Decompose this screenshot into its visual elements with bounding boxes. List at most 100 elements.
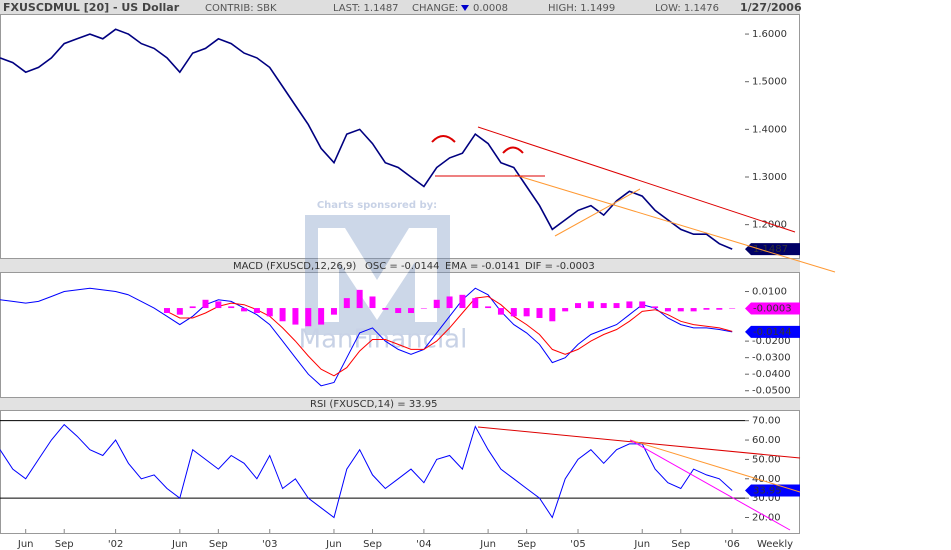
quote-date: 1/27/2006 [740, 1, 802, 14]
shoulder-arc [431, 135, 456, 143]
histogram-bar [408, 308, 415, 314]
watermark-m [318, 228, 437, 322]
histogram-bar [382, 308, 389, 310]
histogram-bar [575, 303, 582, 309]
header-band [0, 0, 800, 14]
plots: Jun Sep '02 Jun Sep '03 Jun Sep '04 Jun Sep '05 Jun S… [0, 28, 800, 550]
histogram-bar [639, 301, 646, 309]
series-line [0, 287, 733, 387]
histogram-bar [626, 301, 633, 309]
y-tick-label: 0.0100 [752, 287, 787, 298]
histogram-bar [292, 308, 299, 325]
watermark-caption: Charts sponsored by: [317, 200, 437, 211]
x-tick-label: Jun [325, 539, 342, 550]
x-tick-label: Jun [479, 539, 496, 550]
histogram-bar [562, 308, 569, 312]
histogram-bar [189, 306, 196, 309]
x-tick-label: Jun [17, 539, 34, 550]
histogram-bar [253, 308, 260, 314]
change-value: 0.0008 [473, 3, 508, 14]
y-tick-label: -0.0500 [752, 386, 791, 397]
histogram-bar [318, 308, 325, 325]
end-tag-label: -0.0144 [753, 327, 792, 338]
change-label: CHANGE: [412, 3, 458, 14]
histogram-bar [215, 301, 222, 309]
rsi-panel [0, 410, 800, 534]
last-price: LAST: 1.1487 [333, 3, 399, 14]
watermark [305, 215, 450, 335]
histogram-bar [703, 308, 710, 310]
histogram-bar [729, 308, 736, 309]
high-price: HIGH: 1.1499 [548, 3, 615, 14]
y-tick-label: 30.00 [752, 493, 781, 504]
end-tag [745, 325, 800, 338]
histogram-bar [330, 308, 337, 315]
rsi-trend-line [629, 439, 801, 493]
histogram-bar [677, 308, 684, 312]
x-tick-label: Sep [517, 539, 536, 550]
trend-line [554, 188, 641, 237]
x-tick-label: Sep [671, 539, 690, 550]
histogram-bar [459, 294, 466, 309]
y-tick-label: -0.0200 [752, 336, 791, 347]
y-tick-label: 60.00 [752, 435, 781, 446]
histogram-bar [664, 308, 671, 312]
panel-title: RSI (FXUSCD,14) = 33.95 [310, 399, 437, 410]
histogram-bar [472, 298, 479, 309]
histogram-bar [163, 308, 170, 314]
rsi-trend-line [629, 439, 791, 531]
macd-label-band [0, 259, 800, 272]
y-tick-label: 1.4000 [752, 124, 787, 135]
down-arrow [461, 5, 469, 11]
end-tag [745, 243, 800, 256]
x-tick-label: '04 [416, 539, 431, 550]
shoulder-arc [502, 146, 524, 154]
series-line [0, 28, 733, 250]
histogram-bar [600, 303, 607, 309]
legend-entry: OSC = -0.0144 [365, 261, 440, 272]
period-label: Weekly [757, 539, 793, 550]
histogram-bar [433, 299, 440, 309]
x-tick-label: Jun [633, 539, 650, 550]
end-tag-label: 33.95 [753, 485, 782, 496]
y-tick-label: 40.00 [752, 474, 781, 485]
x-tick-label: Sep [209, 539, 228, 550]
y-tick-label: -0.0400 [752, 369, 791, 380]
histogram-bar [343, 298, 350, 309]
y-tick-label: 1.6000 [752, 29, 787, 40]
y-tick-label: -0.0300 [752, 353, 791, 364]
x-tick-label: Sep [363, 539, 382, 550]
end-tag-label: 1.1487 [753, 244, 788, 255]
histogram-bar [266, 308, 273, 317]
x-tick-label: Jun [171, 539, 188, 550]
y-tick-label: 1.5000 [752, 77, 787, 88]
histogram-bar [523, 308, 530, 317]
histogram-bar [369, 296, 376, 309]
panel-title: MACD (FXUSCD,12,26,9) [233, 261, 356, 272]
histogram-bar [420, 308, 427, 309]
y-tick-label: 1.2000 [752, 220, 787, 231]
series-line [166, 295, 733, 377]
histogram-bar [549, 308, 556, 322]
x-tick-label: '03 [262, 539, 277, 550]
histogram-bar [716, 308, 723, 310]
histogram-bar [356, 289, 363, 309]
rsi-label-band [0, 398, 800, 410]
histogram-bar [510, 308, 517, 317]
y-tick-label: 20.00 [752, 513, 781, 524]
x-tick-label: Sep [55, 539, 74, 550]
contributor: CONTRIB: SBK [205, 3, 277, 14]
legend-entry: EMA = -0.0141 [445, 261, 520, 272]
watermark-logo [305, 215, 450, 335]
legend-entry: DIF = -0.0003 [525, 261, 595, 272]
histogram-bar [652, 306, 659, 309]
histogram-bar [587, 301, 594, 309]
histogram-bar [176, 308, 183, 315]
histogram-bar [446, 296, 453, 309]
y-tick-label: 50.00 [752, 454, 781, 465]
end-tag-label: -0.0003 [753, 304, 792, 315]
x-tick-label: '06 [724, 539, 739, 550]
histogram-bar [305, 308, 312, 327]
histogram-bar [536, 308, 543, 318]
